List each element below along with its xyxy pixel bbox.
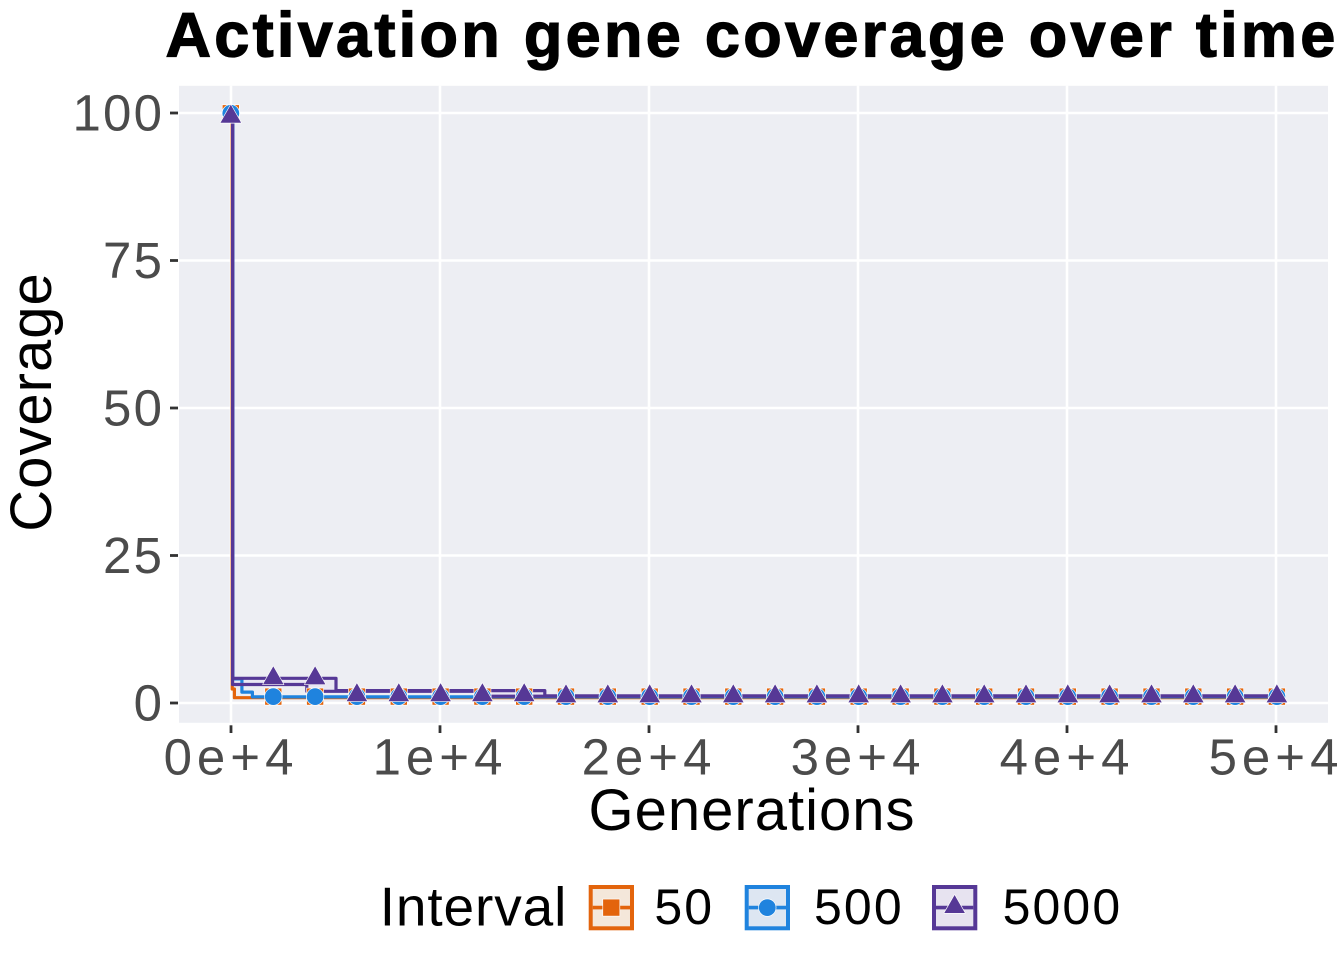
svg-text:1e+4: 1e+4 [373, 729, 508, 786]
svg-text:5000: 5000 [1003, 879, 1123, 935]
svg-text:50: 50 [654, 879, 714, 935]
svg-text:50: 50 [103, 380, 164, 437]
svg-text:Generations: Generations [589, 778, 916, 843]
svg-text:Interval: Interval [380, 876, 568, 938]
svg-text:0: 0 [134, 675, 165, 732]
svg-text:3e+4: 3e+4 [791, 729, 926, 786]
svg-text:Activation gene coverage over: Activation gene coverage over time [166, 1, 1339, 71]
svg-text:0e+4: 0e+4 [164, 729, 299, 786]
svg-text:5e+4: 5e+4 [1209, 729, 1344, 786]
svg-text:2e+4: 2e+4 [582, 729, 717, 786]
svg-text:500: 500 [814, 879, 904, 935]
svg-text:4e+4: 4e+4 [1000, 729, 1135, 786]
svg-text:75: 75 [103, 232, 164, 289]
svg-text:100: 100 [72, 85, 164, 142]
svg-text:25: 25 [103, 527, 164, 584]
svg-text:Coverage: Coverage [0, 272, 64, 531]
